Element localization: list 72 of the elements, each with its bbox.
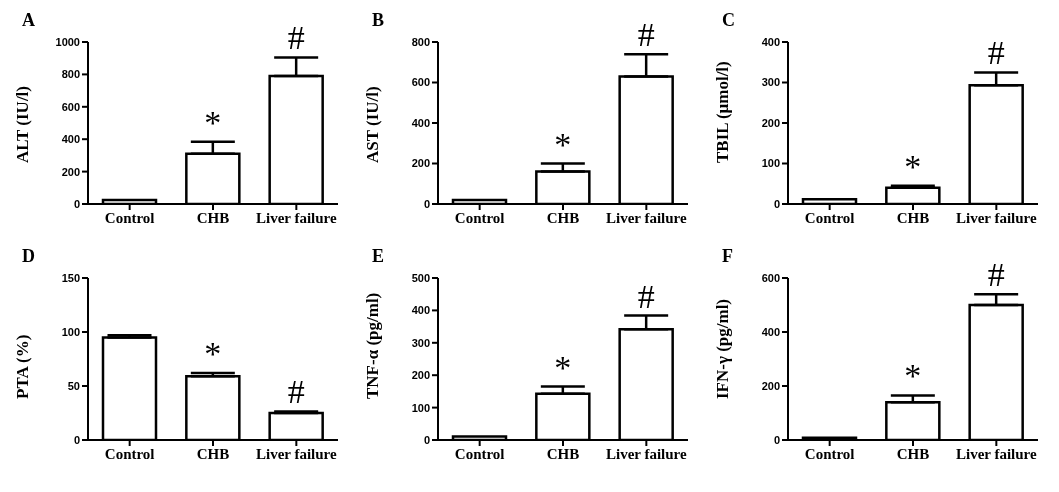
y-tick-label: 400 [411,304,430,317]
annotation: # [987,34,1005,72]
y-tick-label: 0 [773,433,780,446]
x-tick-label: Liver failure [955,445,1038,462]
x-tick-label: Liver failure [605,209,688,226]
x-tick-label: CHB [896,445,930,462]
annotation: * [554,348,572,386]
x-tick-label: Control [454,445,505,462]
y-tick-label: 0 [773,197,780,210]
annotation: # [987,256,1005,294]
y-tick-label: 400 [761,325,780,338]
y-tick-label: 400 [761,35,780,48]
y-tick-label: 1000 [55,35,80,48]
x-tick-label: Control [104,445,155,462]
x-tick-label: Control [804,445,855,462]
y-tick-label: 300 [411,336,430,349]
x-tick-label: CHB [896,209,930,226]
y-tick-label: 600 [761,271,780,284]
y-axis-title: TNF-α (pg/ml) [363,292,383,399]
y-tick-label: 100 [761,157,780,170]
y-tick-label: 0 [73,433,80,446]
annotation: * [204,103,222,141]
y-tick-label: 0 [423,433,430,446]
chart-title: B [372,10,385,31]
chart-title: A [22,10,35,31]
y-axis-title: TBIL (μmol/l) [713,61,733,163]
y-tick-label: 200 [761,116,780,129]
y-axis-title: IFN-γ (pg/ml) [713,298,733,399]
x-tick-label: Liver failure [605,445,688,462]
y-tick-label: 200 [411,369,430,382]
y-tick-label: 500 [411,271,430,284]
y-tick-label: 0 [423,197,430,210]
y-tick-label: 600 [411,76,430,89]
y-tick-label: 100 [411,401,430,414]
y-tick-label: 800 [411,35,430,48]
annotation: # [287,373,305,411]
x-tick-label: CHB [196,445,230,462]
y-tick-label: 200 [761,379,780,392]
y-tick-label: 50 [67,379,80,392]
y-tick-label: 600 [61,100,80,113]
y-tick-label: 400 [61,133,80,146]
x-tick-label: Control [104,209,155,226]
x-tick-label: CHB [196,209,230,226]
chart-title: C [722,10,735,31]
annotation: * [204,335,222,373]
annotation: # [637,16,655,54]
annotation: * [904,357,922,395]
x-tick-label: Control [454,209,505,226]
chart-title: F [722,246,733,267]
x-tick-label: Control [804,209,855,226]
y-tick-label: 800 [61,68,80,81]
y-axis-title: AST (IU/l) [363,86,383,163]
y-tick-label: 100 [61,325,80,338]
y-tick-label: 200 [61,165,80,178]
y-axis-title: ALT (IU/l) [13,86,33,163]
annotation: * [554,125,572,163]
y-axis-title: PTA (%) [13,334,33,399]
y-tick-label: 300 [761,76,780,89]
x-tick-label: CHB [546,445,580,462]
annotation: # [637,277,655,315]
y-tick-label: 200 [411,157,430,170]
y-tick-label: 400 [411,116,430,129]
chart-title: E [372,246,385,267]
x-tick-label: Liver failure [255,209,338,226]
x-tick-label: CHB [546,209,580,226]
annotation: # [287,19,305,57]
x-tick-label: Liver failure [255,445,338,462]
y-tick-label: 0 [73,197,80,210]
chart-title: D [22,246,35,267]
y-tick-label: 150 [61,271,80,284]
annotation: * [904,147,922,185]
x-tick-label: Liver failure [955,209,1038,226]
